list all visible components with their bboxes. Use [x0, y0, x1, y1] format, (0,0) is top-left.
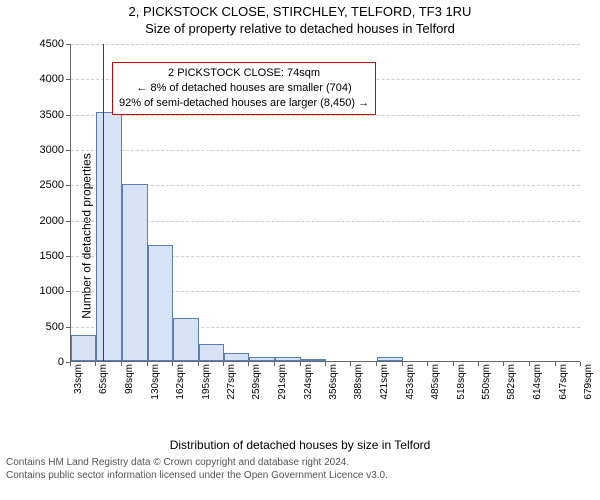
ytick-mark — [66, 115, 71, 116]
histogram-bar — [96, 112, 122, 361]
ytick-label: 4000 — [24, 73, 64, 85]
xtick-mark — [478, 362, 479, 366]
xtick-mark — [325, 362, 326, 366]
xtick-label: 679sqm — [583, 364, 594, 400]
xtick-label: 421sqm — [379, 364, 390, 400]
ytick-mark — [66, 256, 71, 257]
xtick-label: 518sqm — [456, 364, 467, 400]
ytick-mark — [66, 79, 71, 80]
xtick-label: 582sqm — [506, 364, 517, 400]
ytick-mark — [66, 291, 71, 292]
xtick-mark — [529, 362, 530, 366]
xtick-mark — [248, 362, 249, 366]
xtick-label: 356sqm — [328, 364, 339, 400]
xtick-label: 98sqm — [124, 364, 135, 394]
xtick-label: 324sqm — [303, 364, 314, 400]
xtick-label: 162sqm — [175, 364, 186, 400]
histogram-bar — [71, 335, 96, 361]
xtick-mark — [300, 362, 301, 366]
xtick-mark — [555, 362, 556, 366]
footer-attribution: Contains HM Land Registry data © Crown c… — [0, 452, 600, 482]
xtick-label: 550sqm — [481, 364, 492, 400]
gridline — [71, 44, 580, 45]
ytick-label: 0 — [24, 356, 64, 368]
chart-area: Number of detached properties 0500100015… — [0, 36, 600, 436]
plot-wrap: 05001000150020002500300035004000450033sq… — [70, 44, 580, 384]
property-marker-line — [103, 44, 104, 361]
xtick-mark — [274, 362, 275, 366]
annotation-line: ← 8% of detached houses are smaller (704… — [119, 81, 369, 96]
ytick-mark — [66, 327, 71, 328]
gridline — [71, 150, 580, 151]
xtick-label: 614sqm — [532, 364, 543, 400]
annotation-line: 2 PICKSTOCK CLOSE: 74sqm — [119, 66, 369, 81]
ytick-mark — [66, 221, 71, 222]
histogram-bar — [224, 353, 249, 361]
xtick-mark — [402, 362, 403, 366]
xtick-mark — [350, 362, 351, 366]
ytick-label: 4500 — [24, 38, 64, 50]
chart-title-block: 2, PICKSTOCK CLOSE, STIRCHLEY, TELFORD, … — [0, 0, 600, 36]
histogram-bar — [377, 357, 402, 361]
ytick-label: 2000 — [24, 215, 64, 227]
xtick-mark — [198, 362, 199, 366]
ytick-mark — [66, 150, 71, 151]
histogram-bar — [173, 318, 199, 361]
histogram-bar — [122, 184, 147, 361]
xtick-mark — [453, 362, 454, 366]
xtick-mark — [376, 362, 377, 366]
footer-line-2: Contains public sector information licen… — [6, 469, 594, 482]
xtick-mark — [580, 362, 581, 366]
annotation-box: 2 PICKSTOCK CLOSE: 74sqm← 8% of detached… — [112, 62, 376, 115]
x-axis-label: Distribution of detached houses by size … — [0, 438, 600, 452]
xtick-label: 65sqm — [98, 364, 109, 394]
xtick-label: 227sqm — [226, 364, 237, 400]
footer-line-1: Contains HM Land Registry data © Crown c… — [6, 456, 594, 469]
ytick-label: 500 — [24, 321, 64, 333]
xtick-label: 130sqm — [150, 364, 161, 400]
xtick-mark — [172, 362, 173, 366]
xtick-label: 453sqm — [405, 364, 416, 400]
xtick-label: 291sqm — [277, 364, 288, 400]
histogram-bar — [301, 359, 326, 361]
xtick-mark — [95, 362, 96, 366]
histogram-bar — [148, 245, 173, 361]
ytick-label: 3000 — [24, 144, 64, 156]
ytick-label: 1500 — [24, 250, 64, 262]
histogram-bar — [199, 344, 224, 361]
xtick-label: 388sqm — [353, 364, 364, 400]
xtick-label: 485sqm — [430, 364, 441, 400]
title-line-2: Size of property relative to detached ho… — [0, 21, 600, 36]
histogram-bar — [249, 357, 274, 361]
ytick-label: 1000 — [24, 285, 64, 297]
annotation-line: 92% of semi-detached houses are larger (… — [119, 96, 369, 111]
xtick-label: 259sqm — [251, 364, 262, 400]
xtick-mark — [223, 362, 224, 366]
xtick-label: 195sqm — [201, 364, 212, 400]
gridline — [71, 115, 580, 116]
histogram-bar — [275, 357, 301, 361]
ytick-mark — [66, 185, 71, 186]
xtick-label: 647sqm — [558, 364, 569, 400]
xtick-mark — [503, 362, 504, 366]
ytick-label: 2500 — [24, 179, 64, 191]
xtick-mark — [70, 362, 71, 366]
title-line-1: 2, PICKSTOCK CLOSE, STIRCHLEY, TELFORD, … — [0, 4, 600, 19]
ytick-label: 3500 — [24, 109, 64, 121]
xtick-mark — [147, 362, 148, 366]
xtick-mark — [427, 362, 428, 366]
xtick-mark — [121, 362, 122, 366]
ytick-mark — [66, 44, 71, 45]
xtick-label: 33sqm — [73, 364, 84, 394]
